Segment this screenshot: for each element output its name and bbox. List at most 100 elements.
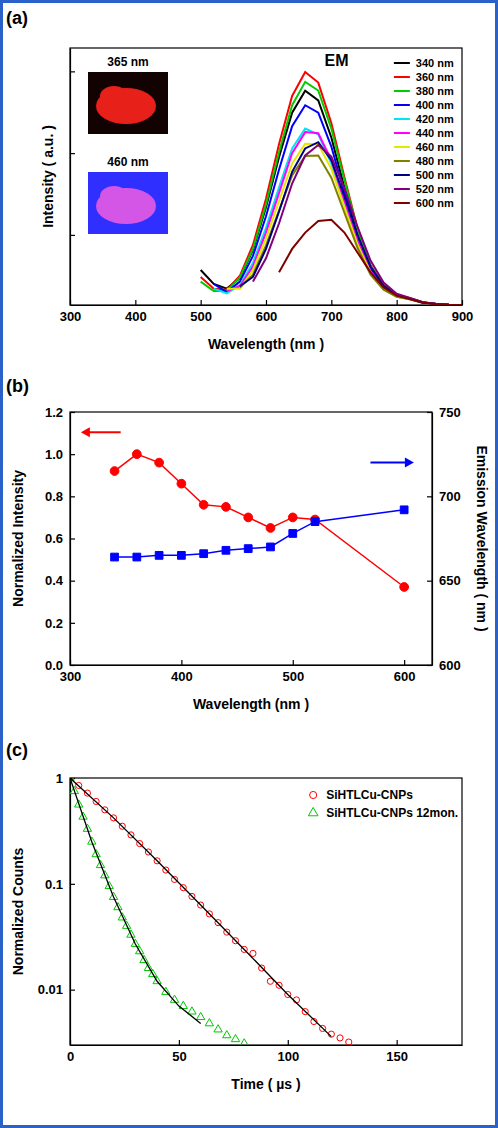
tick-mark	[404, 660, 405, 665]
data-point	[197, 1012, 205, 1019]
y-axis-title: Intensity ( a.u. )	[40, 125, 56, 228]
tick: 0.8	[45, 489, 75, 504]
x-axis: 300400500600700800900	[60, 300, 474, 324]
tick: 700	[321, 300, 343, 324]
tick: 0.1	[45, 876, 75, 891]
inset-photo	[88, 72, 168, 134]
series-line	[279, 220, 462, 305]
data-point	[200, 550, 208, 558]
inset-photo-sample	[100, 86, 128, 106]
data-point	[155, 551, 163, 559]
data-point	[111, 553, 119, 561]
tick-label: 900	[452, 309, 474, 324]
legend-label: 460 nm	[416, 141, 454, 153]
data-point	[155, 458, 164, 467]
tick: 500	[190, 300, 212, 324]
tick-label: 1.2	[45, 405, 63, 420]
tick-label: 1	[56, 771, 63, 786]
tick	[70, 71, 75, 72]
tick-label: 0.4	[45, 573, 64, 588]
tick: 0.6	[45, 531, 75, 546]
legend-label: SiHTLCu-CNPs 12mon.	[326, 806, 458, 820]
tick-mark	[70, 581, 75, 582]
tick-label: 600	[439, 658, 461, 673]
axis-line	[71, 305, 463, 306]
tick-label: 600	[394, 669, 416, 684]
legend-label: 520 nm	[416, 183, 454, 195]
x-axis: 300400500600	[60, 660, 433, 684]
tick: 0.4	[45, 573, 75, 588]
fit-line	[115, 510, 405, 557]
data-point	[188, 1007, 196, 1014]
tick-mark	[181, 660, 182, 665]
axis-line	[432, 413, 433, 666]
legend-symbol	[394, 90, 410, 92]
tick-mark	[70, 538, 75, 539]
data-point	[177, 479, 186, 488]
arrow-head	[405, 458, 414, 468]
series-line	[214, 129, 462, 305]
plot-area	[110, 450, 408, 592]
data-point	[266, 524, 275, 533]
tick: 0.01	[38, 982, 75, 997]
data-point	[311, 518, 319, 526]
y-axis: 0.00.20.40.60.81.01.2	[45, 405, 75, 673]
legend-symbol	[394, 146, 410, 148]
tick-label: 400	[171, 669, 193, 684]
y2-axis-title: Emission Wavelength ( nm )	[474, 445, 490, 631]
legend-label: 400 nm	[416, 99, 454, 111]
y2-axis: 600650700750	[427, 405, 461, 673]
series-line	[227, 132, 462, 305]
tick-label: 100	[277, 1049, 299, 1064]
data-point	[132, 450, 141, 459]
arrow-shaft	[370, 462, 407, 464]
tick-mark	[427, 412, 432, 413]
tick-label: 400	[125, 309, 147, 324]
panel: 3004005006000.00.20.40.60.81.01.26006507…	[6, 376, 490, 712]
tick: 800	[386, 300, 408, 324]
tick-label: 0.8	[45, 489, 63, 504]
tick-label: 150	[386, 1049, 408, 1064]
data-point	[400, 583, 409, 592]
axis-line	[71, 1045, 463, 1046]
tick-label: 700	[321, 309, 343, 324]
legend: SiHTLCu-CNPs SiHTLCu-CNPs 12mon.	[308, 788, 458, 820]
tick-label: 800	[386, 309, 408, 324]
fit-line	[115, 454, 405, 587]
tick: 650	[427, 573, 461, 588]
tick-label: 500	[190, 309, 212, 324]
data-point	[178, 551, 186, 559]
tick-mark	[201, 300, 202, 305]
x-axis-title: Time ( µs )	[231, 1076, 300, 1092]
data-point	[289, 530, 297, 538]
x-axis-title: Wavelength (nm )	[208, 336, 324, 352]
tick-mark	[331, 300, 332, 305]
data-point	[214, 1025, 222, 1032]
tick-mark	[70, 665, 75, 666]
legend-label: SiHTLCu-CNPs	[326, 788, 413, 802]
tick-label: 300	[60, 309, 82, 324]
tick: 900	[452, 300, 474, 324]
legend-label: 500 nm	[416, 169, 454, 181]
inset-photo-sample	[100, 186, 128, 206]
tick: 500	[282, 660, 304, 684]
legend-item: 460 nm	[394, 141, 454, 153]
axis-arrows	[81, 427, 414, 467]
data-point	[199, 500, 208, 509]
tick: 700	[427, 489, 461, 504]
tick: 400	[125, 300, 147, 324]
inset-label: 365 nm	[107, 55, 148, 69]
tick-label: 0	[67, 1049, 74, 1064]
tick-label: 0.0	[45, 658, 63, 673]
legend-symbol	[394, 104, 410, 106]
legend-item: 400 nm	[394, 99, 454, 111]
tick-label: 0.1	[45, 876, 63, 891]
panel-label: (c)	[6, 740, 28, 760]
legend-symbol	[394, 62, 410, 64]
series-line	[253, 145, 462, 305]
legend-item: 480 nm	[394, 155, 454, 167]
data-point	[400, 506, 408, 514]
legend-item: 440 nm	[394, 127, 454, 139]
tick-mark	[70, 235, 75, 236]
x-axis: 050100150	[67, 1040, 463, 1064]
